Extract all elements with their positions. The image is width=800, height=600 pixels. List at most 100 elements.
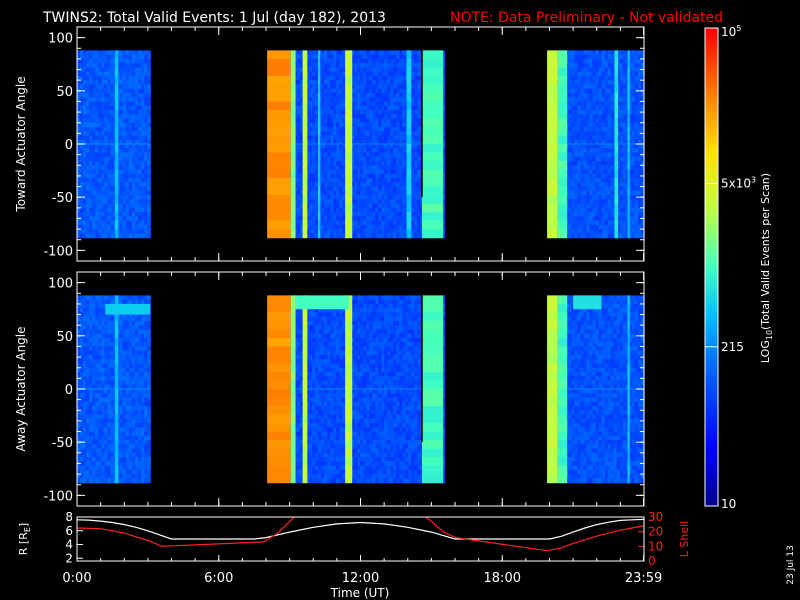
heatmap-cell xyxy=(622,229,627,234)
heatmap-cell xyxy=(324,229,328,234)
heatmap-cell xyxy=(637,75,642,81)
heatmap-cell xyxy=(360,71,364,77)
heatmap-cell xyxy=(393,101,397,107)
heatmap-cell xyxy=(116,190,121,196)
heatmap-cell xyxy=(98,105,103,111)
heatmap-cell xyxy=(89,71,93,77)
heatmap-cell xyxy=(86,109,90,115)
heatmap-cell xyxy=(128,195,133,200)
heatmap-cell xyxy=(381,101,385,107)
heatmap-cell xyxy=(393,229,397,234)
heatmap-cell xyxy=(411,71,415,77)
heatmap-cell xyxy=(363,101,367,107)
heatmap-cell xyxy=(589,144,594,149)
heatmap-cell xyxy=(324,71,328,77)
heatmap-cell xyxy=(147,54,151,60)
heatmap-cell xyxy=(138,58,142,64)
heatmap-cell xyxy=(119,101,124,107)
heatmap-cell xyxy=(134,152,139,158)
heatmap-cell xyxy=(116,80,121,86)
heatmap-cell xyxy=(601,54,606,60)
heatmap-cell xyxy=(141,71,145,77)
heatmap-cell xyxy=(98,233,103,239)
heatmap-cell xyxy=(333,84,337,90)
heatmap-cell xyxy=(312,101,316,107)
heatmap-cell xyxy=(568,126,572,132)
heatmap-cell xyxy=(131,182,136,188)
heatmap-cell xyxy=(604,220,609,226)
heatmap-cell xyxy=(610,233,615,239)
heatmap-cell xyxy=(601,216,606,222)
heatmap-cell xyxy=(330,182,334,188)
heatmap-cell xyxy=(601,173,606,179)
heatmap-cell xyxy=(110,84,115,90)
heatmap-cell xyxy=(116,195,121,200)
heatmap-cell xyxy=(297,224,301,230)
heatmap-cell xyxy=(381,92,385,98)
heatmap-cell xyxy=(89,50,93,56)
heatmap-cell xyxy=(396,161,400,166)
heatmap-cell xyxy=(138,105,142,111)
heatmap-cell xyxy=(312,165,316,171)
heatmap-cell xyxy=(372,122,376,128)
heatmap-cell xyxy=(131,139,136,145)
heatmap-cell xyxy=(372,156,376,162)
heatmap-cell xyxy=(568,63,572,69)
heatmap-cell xyxy=(306,152,310,158)
heatmap-cell xyxy=(89,126,93,132)
heatmap-cell xyxy=(616,135,621,141)
heatmap-cell xyxy=(101,63,106,69)
heatmap-cell xyxy=(393,173,397,179)
heatmap-cell xyxy=(110,165,115,171)
heatmap-cell xyxy=(141,165,145,171)
heatmap-cell xyxy=(414,203,418,209)
heatmap-cell xyxy=(312,122,316,128)
heatmap-cell xyxy=(577,109,582,115)
heatmap-cell xyxy=(390,203,394,209)
heatmap-cell xyxy=(315,75,319,81)
heatmap-cell xyxy=(333,216,337,222)
heatmap-cell xyxy=(360,169,364,175)
heatmap-cell xyxy=(637,118,642,124)
heatmap-cell xyxy=(110,88,115,94)
heatmap-cell xyxy=(607,118,612,124)
heatmap-cell xyxy=(414,224,418,230)
heatmap-cell xyxy=(598,101,603,107)
heatmap-cell xyxy=(89,92,93,98)
heatmap-cell xyxy=(360,207,364,213)
heatmap-cell xyxy=(598,80,603,86)
heatmap-cell xyxy=(321,233,325,239)
heatmap-cell xyxy=(339,63,343,69)
heatmap-cell xyxy=(402,182,406,188)
heatmap-cell xyxy=(402,67,406,73)
heatmap-cell xyxy=(144,105,148,111)
heatmap-cell xyxy=(384,63,388,69)
heatmap-cell xyxy=(125,139,130,145)
heatmap-cell xyxy=(595,224,600,230)
heatmap-cell xyxy=(141,169,145,175)
heatmap-cell xyxy=(628,161,633,166)
heatmap-cell xyxy=(616,156,621,162)
heatmap-cell xyxy=(369,182,373,188)
heatmap-cell xyxy=(128,224,133,230)
heatmap-cell xyxy=(339,224,343,230)
heatmap-cell xyxy=(411,169,415,175)
heatmap-cell xyxy=(119,224,124,230)
heatmap-cell xyxy=(80,161,84,166)
heatmap-cell xyxy=(396,182,400,188)
heatmap-cell xyxy=(147,165,151,171)
heatmap-cell xyxy=(351,139,355,145)
heatmap-cell xyxy=(628,203,633,209)
heatmap-cell xyxy=(369,216,373,222)
heatmap-cell xyxy=(616,144,621,149)
heatmap-cell xyxy=(98,199,103,205)
heatmap-cell xyxy=(86,54,90,60)
heatmap-cell xyxy=(83,71,87,77)
heatmap-cell xyxy=(312,84,316,90)
heatmap-cell xyxy=(402,216,406,222)
heatmap-cell xyxy=(125,50,130,56)
heatmap-cell xyxy=(297,97,301,103)
heatmap-cell xyxy=(116,216,121,222)
heatmap-cell xyxy=(333,118,337,124)
heatmap-cell xyxy=(360,75,364,81)
